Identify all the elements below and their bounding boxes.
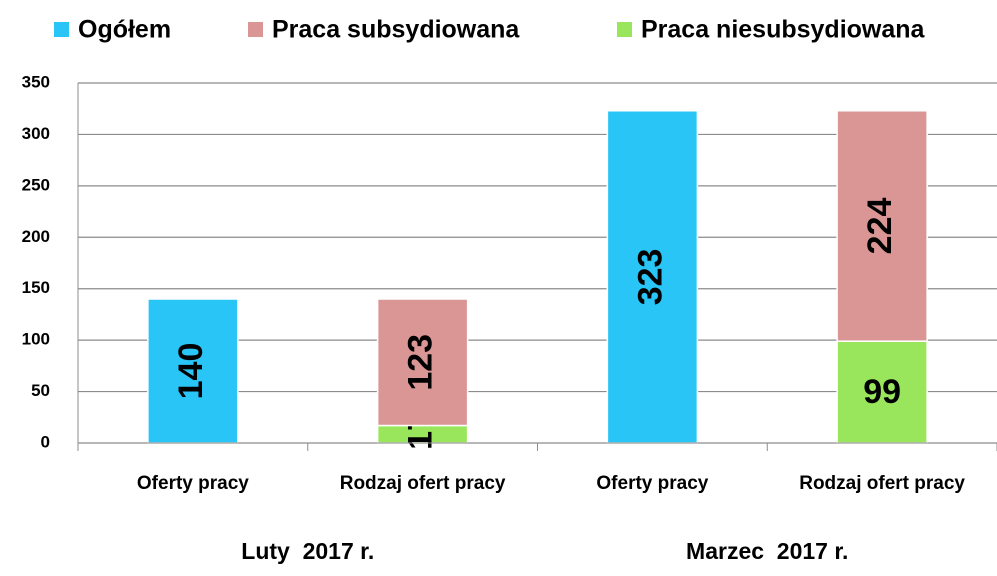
- bar-segment: [836, 110, 928, 342]
- x-tick-label: Rodzaj ofert pracy: [340, 473, 506, 494]
- bar-segment: [836, 340, 928, 444]
- y-tick-label: 100: [22, 330, 50, 349]
- x-tick-label: Oferty pracy: [137, 473, 249, 494]
- bar-segment: [147, 298, 239, 444]
- x-tick-label: Rodzaj ofert pracy: [799, 473, 965, 494]
- legend-label: Ogółem: [78, 16, 171, 44]
- legend-swatch: [248, 22, 263, 37]
- data-label: 99: [863, 373, 901, 411]
- bar-segment: [606, 110, 699, 444]
- y-tick-label: 50: [31, 381, 50, 400]
- y-tick-label: 150: [22, 278, 50, 297]
- bar-segment: [376, 298, 469, 427]
- data-label: 123: [402, 334, 440, 391]
- x-tick-label: Oferty pracy: [596, 473, 708, 494]
- legend-swatch: [617, 22, 632, 37]
- legend-label: Praca subsydiowana: [272, 16, 520, 44]
- data-label: 323: [631, 249, 669, 306]
- group-label: Luty 2017 r.: [241, 538, 374, 564]
- y-tick-label: 200: [22, 227, 50, 246]
- group-label: Marzec 2017 r.: [686, 538, 848, 564]
- legend-swatch: [54, 22, 69, 37]
- y-tick-label: 250: [22, 175, 50, 194]
- legend-label: Praca niesubsydiowana: [641, 16, 926, 44]
- y-tick-label: 0: [41, 432, 50, 451]
- data-label: 140: [172, 343, 210, 400]
- y-tick-label: 300: [22, 124, 50, 143]
- data-label: 224: [861, 198, 899, 255]
- y-tick-label: 350: [22, 72, 50, 91]
